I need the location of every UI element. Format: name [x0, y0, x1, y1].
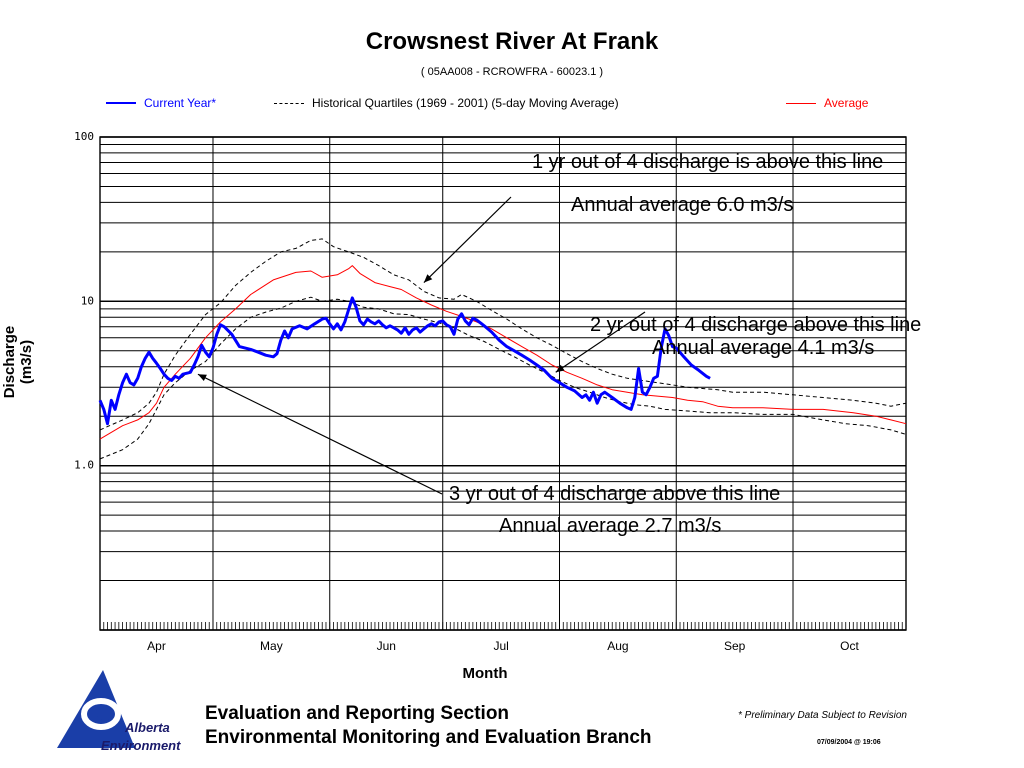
annotation-lower-line2: Annual average 2.7 m3/s	[499, 515, 722, 537]
legend-label-current-year: Current Year*	[144, 96, 217, 110]
legend-item-average: Average	[786, 96, 868, 110]
x-tick-label: Oct	[840, 639, 859, 653]
y-tick-label: 100	[74, 130, 94, 143]
series-current-year	[98, 296, 711, 426]
legend-item-current-year: Current Year*	[106, 96, 216, 110]
x-tick-label: Apr	[147, 639, 166, 653]
annotation-arrow-upper-head	[423, 274, 433, 283]
y-tick-label: 1.0	[74, 459, 94, 472]
x-tick-label: Sep	[724, 639, 746, 653]
x-tick-label: Aug	[607, 639, 628, 653]
logo-triangle-shape	[57, 670, 135, 748]
annotation-arrow-middle	[555, 311, 646, 373]
alberta-environment-logo: Alberta Environment	[57, 670, 181, 753]
logo-text-environment: Environment	[101, 738, 181, 753]
plot-frame	[99, 136, 907, 631]
series-quartile-upper	[99, 238, 907, 431]
logo-swirl-shape	[81, 698, 121, 730]
legend-swatch-quartiles	[274, 102, 304, 104]
chart-subtitle: ( 05AA008 - RCROWFRA - 60023.1 )	[420, 66, 604, 78]
legend-swatch-average	[786, 102, 816, 104]
annotation-lower-line1: 3 yr out of 4 discharge above this line	[449, 483, 781, 505]
footer-branch: Environmental Monitoring and Evaluation …	[205, 727, 652, 748]
annotation-upper-line2: Annual average 6.0 m3/s	[571, 194, 794, 216]
x-tick-label: May	[260, 639, 283, 653]
annotation-middle-line1: 2 yr out of 4 discharge above this line	[590, 314, 922, 336]
annotation-arrow-upper	[423, 196, 512, 284]
legend-swatch-current-year	[106, 102, 136, 104]
x-tick-label: Jun	[377, 639, 396, 653]
legend-label-average: Average	[824, 96, 869, 110]
logo-swirl-core	[97, 708, 113, 720]
series-average	[99, 265, 907, 440]
annotation-arrow-middle-head	[555, 364, 565, 373]
logo-text-alberta: Alberta	[124, 720, 170, 735]
chart-title: Crowsnest River At Frank	[365, 28, 659, 55]
legend-item-quartiles: Historical Quartiles (1969 - 2001) (5-da…	[274, 96, 619, 110]
y-tick-label: 10	[81, 294, 94, 307]
x-tick-label: Jul	[493, 639, 508, 653]
annotation-upper-line1: 1 yr out of 4 discharge is above this li…	[532, 151, 884, 173]
footer-preliminary-note: * Preliminary Data Subject to Revision	[738, 710, 907, 721]
footer-timestamp: 07/09/2004 @ 19:06	[817, 739, 881, 746]
footer-section: Evaluation and Reporting Section	[205, 703, 510, 724]
x-axis-label: Month	[462, 665, 508, 682]
legend-label-quartiles: Historical Quartiles (1969 - 2001) (5-da…	[312, 96, 619, 110]
y-axis-label: Discharge (m3/s)	[1, 325, 35, 399]
annotation-arrow-lower	[197, 373, 443, 495]
annotation-middle-line2: Annual average 4.1 m3/s	[652, 337, 875, 359]
annotation-arrow-lower-head	[197, 374, 207, 382]
